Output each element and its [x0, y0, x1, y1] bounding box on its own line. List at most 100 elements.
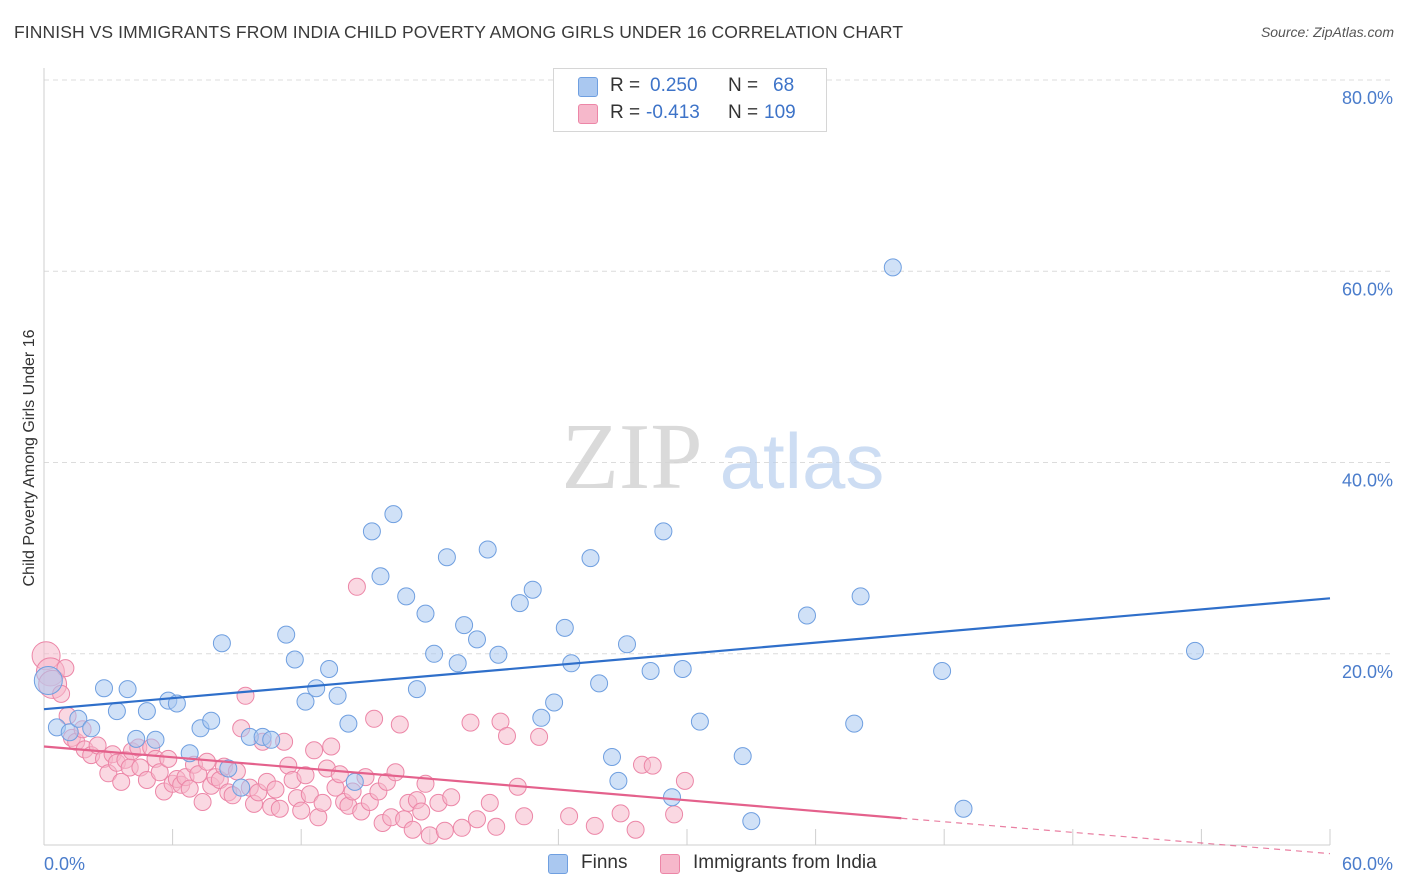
trend-line-india-extrapolated — [901, 817, 1331, 855]
x-tick-label-max: 60.0% — [1342, 854, 1393, 874]
legend-n-label-finns: N = — [728, 75, 759, 96]
india-point — [189, 765, 208, 784]
finns-point — [296, 692, 315, 711]
india-point — [347, 577, 366, 596]
finns-point — [146, 730, 165, 749]
finns-point — [555, 618, 574, 637]
india-point — [420, 826, 439, 845]
india-point — [180, 779, 199, 798]
india-point — [487, 817, 506, 836]
finns-point — [1186, 641, 1204, 660]
watermark-atlas: atlas — [720, 417, 885, 505]
india-point — [330, 765, 349, 784]
finns-point — [262, 730, 281, 749]
india-point — [611, 804, 630, 823]
source-label: Source: ZipAtlas.com — [1260, 24, 1394, 40]
india-point — [585, 816, 604, 835]
india-point — [461, 713, 480, 732]
india-point — [560, 807, 579, 826]
series-legend-swatch-finns — [548, 854, 568, 874]
legend-swatch-finns — [578, 77, 598, 97]
finns-point — [285, 650, 304, 669]
india-point — [236, 686, 255, 705]
y-tick-label: 40.0% — [1342, 471, 1393, 491]
india-point — [530, 727, 549, 746]
trend-line-finns — [43, 597, 1331, 711]
finns-point — [448, 654, 467, 673]
finns-point — [798, 606, 816, 625]
india-point — [159, 749, 178, 768]
finns-point — [339, 714, 358, 733]
finns-point — [107, 702, 126, 721]
finns-point — [219, 759, 238, 778]
watermark: ZIP atlas — [562, 405, 885, 509]
india-point — [150, 763, 169, 782]
finns-point — [397, 587, 416, 606]
india-point — [112, 772, 131, 791]
india-point — [442, 788, 461, 807]
finns-point — [425, 644, 444, 663]
finns-point — [673, 660, 692, 678]
legend-n-label-india: N = — [728, 102, 759, 123]
series-india-points — [31, 577, 694, 845]
finns-point — [845, 714, 864, 733]
finns-point — [69, 709, 88, 728]
finns-point — [137, 702, 156, 721]
finns-point — [581, 549, 600, 568]
finns-point — [95, 679, 113, 698]
india-point — [197, 752, 216, 771]
series-legend-label-india: Immigrants from India — [693, 852, 877, 873]
india-point — [675, 771, 694, 790]
india-point — [322, 737, 341, 756]
india-point — [266, 780, 285, 799]
legend-n-value-finns: 68 — [773, 75, 795, 96]
series-legend-swatch-india — [660, 854, 680, 874]
finns-point — [212, 634, 231, 653]
legend-r-label-india: R = — [610, 102, 641, 123]
finns-point — [618, 635, 636, 654]
finns-point — [362, 522, 381, 541]
india-point — [270, 799, 289, 818]
legend-swatch-india — [578, 104, 598, 124]
trend-lines — [43, 597, 1331, 855]
india-point — [292, 801, 311, 820]
finns-point — [478, 540, 497, 559]
finns-point — [641, 662, 660, 680]
finns-point — [167, 694, 186, 713]
india-point — [365, 709, 384, 728]
finns-point — [118, 680, 137, 699]
india-point — [403, 820, 422, 839]
finns-point — [468, 630, 486, 649]
india-point — [468, 810, 486, 829]
finns-point — [545, 693, 564, 712]
india-point — [390, 715, 409, 734]
india-point — [412, 802, 431, 821]
finns-point — [690, 712, 709, 731]
india-point — [480, 793, 499, 812]
finns-point — [654, 522, 673, 541]
india-point — [305, 741, 324, 760]
finns-point — [416, 604, 435, 623]
india-point — [386, 763, 405, 782]
finns-point — [455, 616, 474, 635]
legend-r-value-finns: 0.250 — [650, 75, 698, 96]
y-tick-label: 20.0% — [1342, 662, 1393, 682]
finns-point — [33, 666, 63, 695]
legend-n-value-india: 109 — [764, 102, 796, 123]
finns-point — [510, 594, 529, 613]
y-tick-label: 60.0% — [1342, 279, 1393, 299]
series-finns-points — [33, 258, 1204, 831]
finns-point — [232, 778, 251, 797]
finns-point — [407, 680, 426, 699]
india-point — [300, 785, 319, 804]
india-point — [665, 805, 684, 824]
finns-point — [663, 788, 681, 807]
legend-r-value-india: -0.413 — [646, 102, 700, 123]
series-legend-label-finns: Finns — [581, 852, 628, 873]
india-point — [452, 818, 471, 837]
legend-r-label-finns: R = — [610, 75, 641, 96]
finns-point — [202, 711, 221, 730]
watermark-zip: ZIP — [562, 405, 703, 509]
finns-point — [437, 548, 456, 567]
finns-point — [328, 686, 347, 705]
